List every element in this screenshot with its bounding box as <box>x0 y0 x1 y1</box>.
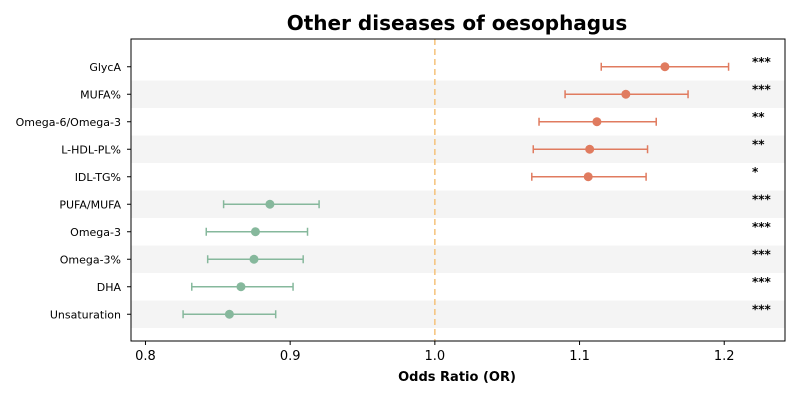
or-point <box>592 117 602 127</box>
y-tick-label: MUFA% <box>80 88 121 101</box>
y-tick-label: Unsaturation <box>50 308 121 321</box>
y-tick-label: Omega-6/Omega-3 <box>16 116 121 129</box>
forest-row: *** <box>191 275 772 292</box>
x-tick-label: 1.1 <box>569 349 590 364</box>
forest-row: * <box>531 165 759 182</box>
y-tick-label: PUFA/MUFA <box>59 198 121 211</box>
or-point <box>265 199 275 209</box>
y-tick-label: Omega-3% <box>60 253 121 266</box>
x-tick-label: 0.8 <box>135 349 156 364</box>
significance-label: *** <box>752 275 772 289</box>
or-point <box>236 282 246 292</box>
significance-label: *** <box>752 55 772 69</box>
or-point <box>250 227 260 237</box>
or-point <box>621 89 631 99</box>
significance-label: *** <box>752 220 772 234</box>
row-band <box>131 135 785 163</box>
y-tick-label: IDL-TG% <box>75 171 121 184</box>
x-tick-label: 1.2 <box>714 349 735 364</box>
forest-row: *** <box>205 220 772 237</box>
significance-label: ** <box>752 110 765 124</box>
data-rows: ************************** <box>182 55 772 319</box>
chart-title: Other diseases of oesophagus <box>287 11 628 35</box>
or-point <box>660 62 670 72</box>
or-point <box>585 144 595 154</box>
y-tick-label: L-HDL-PL% <box>61 143 121 156</box>
x-tick-label: 1.0 <box>425 349 446 364</box>
y-tick-label: GlycA <box>89 61 121 74</box>
forest-row: *** <box>206 247 772 264</box>
x-axis: 0.8 0.9 1.0 1.1 1.2 <box>135 341 735 364</box>
plot-frame <box>130 38 786 342</box>
y-tick-label: DHA <box>97 281 122 294</box>
significance-label: * <box>752 165 759 179</box>
or-point <box>249 254 259 264</box>
x-tick-label: 0.9 <box>280 349 301 364</box>
significance-label: *** <box>752 302 772 316</box>
forest-row: *** <box>600 55 772 72</box>
forest-row: *** <box>182 302 772 319</box>
or-point <box>224 309 234 319</box>
significance-label: *** <box>752 192 772 206</box>
forest-row: *** <box>564 82 772 99</box>
y-tick-label: Omega-3 <box>70 226 121 239</box>
significance-label: *** <box>752 247 772 261</box>
y-axis-labels: GlycA MUFA% Omega-6/Omega-3 L-HDL-PL% IDL-TG… <box>16 61 131 321</box>
x-axis-label: Odds Ratio (OR) <box>398 370 516 385</box>
significance-label: *** <box>752 82 772 96</box>
forest-row: ** <box>538 110 765 127</box>
or-point <box>583 172 593 182</box>
significance-label: ** <box>752 137 765 151</box>
forest-row: ** <box>532 137 765 154</box>
forest-row: *** <box>222 192 772 209</box>
